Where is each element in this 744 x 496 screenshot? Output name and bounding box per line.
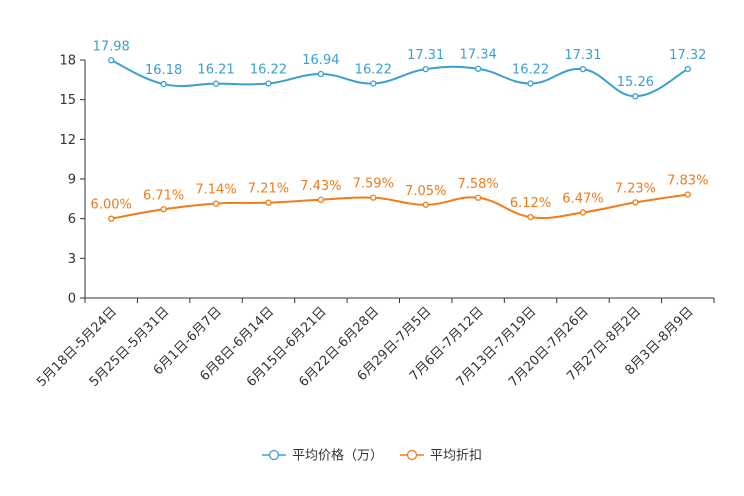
data-point[interactable] [579,209,587,216]
data-point[interactable] [474,194,482,201]
data-label: 17.31 [407,48,444,63]
data-label: 6.71% [143,188,184,203]
data-label: 17.98 [93,39,130,54]
data-label: 16.18 [145,63,182,78]
legend[interactable]: 平均价格（万） 平均折扣 [262,448,482,464]
data-point[interactable] [422,201,429,208]
data-point[interactable] [527,80,534,87]
y-tick-label: 0 [68,292,76,307]
data-point[interactable] [317,196,325,203]
data-label: 7.21% [248,182,289,197]
legend-item-2[interactable]: 平均折扣 [400,449,482,464]
data-label: 7.23% [615,181,656,196]
data-point[interactable] [684,191,691,198]
data-point[interactable] [370,194,377,201]
y-tick-label: 15 [59,93,76,108]
data-point[interactable] [108,215,115,222]
data-point[interactable] [474,65,482,72]
data-label: 7.43% [300,179,341,194]
data-label: 17.31 [564,48,601,63]
data-label: 6.47% [562,191,603,206]
data-label: 7.83% [667,173,708,188]
y-tick-label: 9 [68,173,76,188]
series-line-2 [111,193,688,220]
data-point[interactable] [370,80,377,87]
data-label: 17.34 [460,48,497,63]
data-point[interactable] [422,65,429,73]
axes: 03691215185月18日-5月24日5月25日-5月31日6月1日-6月7… [34,54,715,390]
data-point[interactable] [684,65,691,73]
series-layer: 17.98 16.18 16.21 16.22 16.94 16.22 17.31 17.34… [91,39,708,222]
legend-label: 平均折扣 [430,449,482,464]
data-label: 16.94 [302,53,339,68]
data-label: 16.22 [250,63,287,78]
data-label: 16.21 [197,63,234,78]
data-point[interactable] [160,206,167,213]
data-label: 16.22 [355,63,392,78]
data-point[interactable] [632,93,639,100]
y-tick-label: 6 [68,212,76,227]
data-point[interactable] [527,213,534,221]
legend-marker-icon [406,449,418,461]
data-point[interactable] [212,200,220,207]
data-point[interactable] [160,80,167,88]
data-label: 17.32 [669,48,706,63]
data-point[interactable] [265,80,272,87]
data-label: 7.58% [457,177,498,192]
data-label: 7.59% [353,177,394,192]
legend-label: 平均价格（万） [292,448,383,464]
data-label: 16.22 [512,63,549,78]
data-point[interactable] [265,199,272,206]
series-line-1 [110,59,689,98]
data-point[interactable] [108,57,115,64]
legend-marker-icon [268,449,280,461]
data-label: 7.14% [195,183,236,198]
data-label: 15.26 [617,75,654,90]
data-point[interactable] [212,80,220,87]
legend-item-1[interactable]: 平均价格（万） [262,448,383,464]
y-tick-label: 18 [59,54,76,69]
data-point[interactable] [579,65,587,73]
y-tick-label: 3 [68,252,76,267]
y-tick-label: 12 [59,133,76,148]
data-label: 6.00% [91,198,132,213]
data-point[interactable] [632,199,639,206]
data-point[interactable] [317,70,325,78]
data-label: 7.05% [405,184,446,199]
data-label: 6.12% [510,196,551,211]
